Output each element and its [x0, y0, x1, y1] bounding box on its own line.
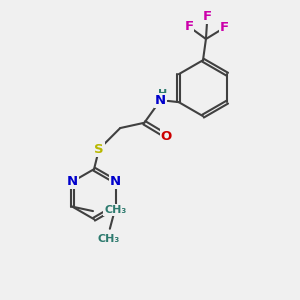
Text: S: S — [94, 143, 104, 156]
Text: N: N — [155, 94, 166, 107]
Text: H: H — [158, 89, 167, 99]
Text: F: F — [184, 20, 194, 33]
Text: CH₃: CH₃ — [104, 205, 126, 214]
Text: CH₃: CH₃ — [97, 234, 119, 244]
Text: N: N — [67, 175, 78, 188]
Text: F: F — [220, 21, 229, 34]
Text: N: N — [110, 175, 121, 188]
Text: O: O — [161, 130, 172, 142]
Text: F: F — [203, 10, 212, 22]
